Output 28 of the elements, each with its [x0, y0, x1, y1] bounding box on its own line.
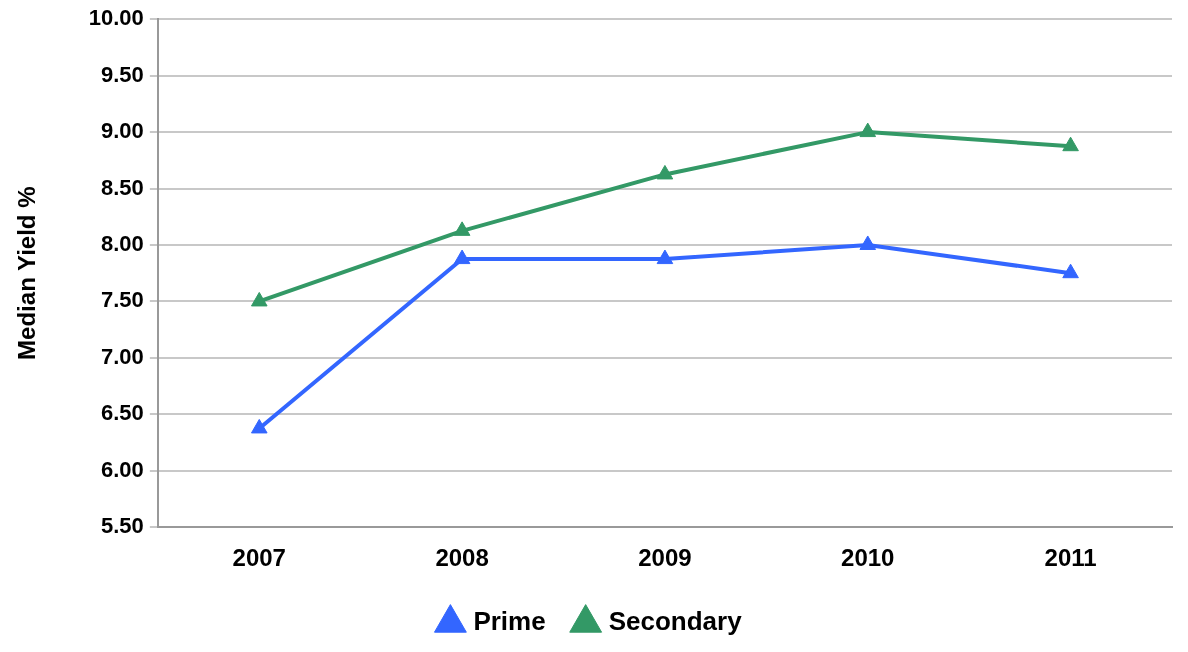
y-tick-label: 6.50 [101, 400, 144, 426]
point [250, 418, 268, 434]
legend-label: Prime [473, 606, 546, 637]
x-tick-label: 2007 [232, 544, 286, 572]
point [1062, 136, 1079, 152]
y-axis-title: Median Yield % [13, 186, 41, 360]
y-tick-label: 7.50 [101, 287, 144, 313]
point [656, 164, 674, 180]
y-tick-label: 9.50 [101, 61, 144, 87]
point [859, 235, 877, 250]
point [250, 291, 268, 307]
y-tick-label: 10.00 [88, 5, 144, 31]
point [453, 249, 471, 265]
y-tick-label: 6.00 [101, 456, 144, 482]
x-tick-label: 2009 [638, 544, 692, 572]
point [1062, 263, 1079, 279]
x-tick-label: 2008 [435, 544, 489, 572]
legend-label: Secondary [608, 606, 743, 637]
y-tick-label: 7.00 [101, 343, 144, 369]
x-tick-label: 2011 [1044, 544, 1097, 572]
y-tick-label: 8.50 [101, 174, 144, 200]
y-tick-label: 9.00 [101, 118, 144, 144]
point [453, 221, 471, 236]
point [859, 122, 877, 138]
point [656, 249, 674, 265]
x-tick-label: 2010 [841, 544, 895, 572]
y-tick-label: 5.50 [101, 513, 144, 539]
y-tick-label: 8.00 [101, 231, 144, 257]
